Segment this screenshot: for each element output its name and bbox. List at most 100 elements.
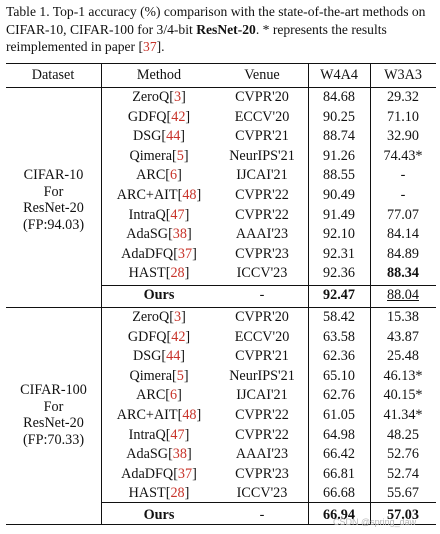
venue-cell: CVPR'21 <box>235 348 289 365</box>
w4a4-cell: 61.05 <box>323 407 355 423</box>
venue-cell: CVPR'22 <box>235 407 289 423</box>
ours-w4a4-cell: 92.47 <box>323 287 355 303</box>
method-cell: Qimera[5] <box>129 148 188 165</box>
w4a4-cell: 62.36 <box>323 348 355 365</box>
method-name: ARC+AIT <box>116 187 178 203</box>
citation-link[interactable]: 44 <box>166 348 181 365</box>
method-cell: ZeroQ[3] <box>132 309 186 326</box>
citation-bracket: ] <box>180 128 186 145</box>
ours-w3a3-cell: 88.04 <box>387 287 419 303</box>
caption-end: ]. <box>156 39 165 54</box>
citation-link[interactable]: 37 <box>177 245 193 262</box>
watermark-text: CSDN @spring_daw <box>333 517 417 527</box>
method-name: AdaSG <box>126 446 169 463</box>
method-name: AdaDFQ <box>121 465 174 482</box>
citation-link[interactable]: 37 <box>177 465 193 482</box>
method-name: ARC <box>136 387 166 404</box>
w3a3-cell: 55.67 <box>387 485 419 502</box>
dataset-name: CIFAR-100 <box>20 382 87 398</box>
method-name: GDFQ <box>127 328 167 345</box>
citation-link[interactable]: 6 <box>170 387 178 404</box>
method-cell: AdaSG[38] <box>126 446 191 463</box>
caption-text: Table 1. Top-1 accuracy (%) comparison w… <box>6 4 426 37</box>
citation-link[interactable]: 28 <box>170 485 185 502</box>
citation-link[interactable]: 38 <box>172 446 187 463</box>
citation-link[interactable]: 5 <box>176 147 184 164</box>
citation-bracket: [ <box>165 426 171 443</box>
citation-bracket: [ <box>166 108 172 125</box>
venue-cell: CVPR'23 <box>235 245 289 262</box>
w4a4-cell: 63.58 <box>323 328 355 345</box>
citation-bracket: [ <box>165 387 171 404</box>
w4a4-cell: 84.68 <box>323 89 355 105</box>
caption-citation-link[interactable]: 37 <box>143 39 157 54</box>
w3a3-cell: 46.13* <box>383 367 423 384</box>
w4a4-cell: 62.76 <box>323 387 355 404</box>
group-rule <box>6 307 436 308</box>
header-rule <box>6 87 436 88</box>
method-cell: HAST[28] <box>129 265 190 282</box>
method-name: Qimera <box>129 147 172 164</box>
venue-cell: ECCV'20 <box>234 328 290 345</box>
citation-bracket: ] <box>183 147 189 164</box>
citation-link[interactable]: 47 <box>170 206 185 223</box>
citation-link[interactable]: 38 <box>172 226 187 243</box>
citation-link[interactable]: 48 <box>182 407 197 423</box>
w4a4-cell: 66.42 <box>323 446 355 463</box>
w3a3-cell: 84.14 <box>387 226 419 243</box>
method-cell: GDFQ[42] <box>128 329 190 346</box>
citation-bracket: ] <box>181 309 186 325</box>
w4a4-cell: 64.98 <box>323 426 355 443</box>
citation-bracket: ] <box>184 265 190 282</box>
venue-cell: CVPR'20 <box>235 89 289 105</box>
table-top-rule <box>6 63 436 64</box>
venue-cell: IJCAI'21 <box>236 387 288 404</box>
method-cell: HAST[28] <box>129 485 190 502</box>
w3a3-cell: 88.34 <box>387 265 419 282</box>
citation-link[interactable]: 3 <box>173 89 182 105</box>
ours-method-cell: Ours <box>143 287 175 303</box>
citation-bracket: [ <box>168 446 173 463</box>
citation-bracket: ] <box>196 187 202 203</box>
w4a4-cell: 58.42 <box>323 309 355 325</box>
citation-link[interactable]: 44 <box>166 128 181 145</box>
w4a4-cell: 66.81 <box>323 465 355 482</box>
method-name: ZeroQ <box>132 309 170 325</box>
citation-bracket: ] <box>185 108 191 125</box>
caption-model-name: ResNet-20 <box>196 21 256 37</box>
citation-bracket: ] <box>184 426 190 443</box>
citation-bracket: [ <box>168 226 173 243</box>
dataset-fp: (FP:94.03) <box>22 216 85 233</box>
dataset-label-cifar100: CIFAR-100 For ResNet-20 (FP:70.33) <box>6 382 101 448</box>
method-name: GDFQ <box>127 108 167 125</box>
citation-link[interactable]: 48 <box>182 187 197 203</box>
ours-w4a4-cell: 66.94 <box>323 507 355 523</box>
method-name: ARC+AIT <box>116 407 178 423</box>
table-caption: Table 1. Top-1 accuracy (%) comparison w… <box>6 3 436 56</box>
citation-link[interactable]: 28 <box>170 265 185 282</box>
dataset-model: ResNet-20 <box>23 200 84 216</box>
method-name: HAST <box>128 265 166 282</box>
method-cell: IntraQ[47] <box>129 207 190 224</box>
w4a4-cell: 65.10 <box>323 367 355 384</box>
citation-link[interactable]: 47 <box>170 426 185 443</box>
citation-link[interactable]: 6 <box>170 167 178 184</box>
citation-link[interactable]: 3 <box>173 309 182 325</box>
method-cell: DSG[44] <box>133 128 185 145</box>
citation-link[interactable]: 5 <box>176 367 184 384</box>
venue-cell: CVPR'20 <box>235 309 289 325</box>
citation-link[interactable]: 42 <box>171 328 186 345</box>
method-name: DSG <box>132 348 162 365</box>
method-cell: AdaDFQ[37] <box>121 246 197 263</box>
w3a3-cell: - <box>400 187 406 203</box>
method-cell: ARC+AIT[48] <box>117 407 201 424</box>
citation-bracket: ] <box>180 348 186 365</box>
col-divider-w4a4 <box>370 63 371 524</box>
citation-bracket: [ <box>161 128 167 145</box>
citation-bracket: ] <box>183 367 189 384</box>
table-bottom-rule <box>6 524 436 525</box>
citation-link[interactable]: 42 <box>171 108 186 125</box>
w3a3-cell: 84.89 <box>387 245 419 262</box>
citation-bracket: [ <box>173 245 178 262</box>
venue-cell: ICCV'23 <box>236 485 288 502</box>
